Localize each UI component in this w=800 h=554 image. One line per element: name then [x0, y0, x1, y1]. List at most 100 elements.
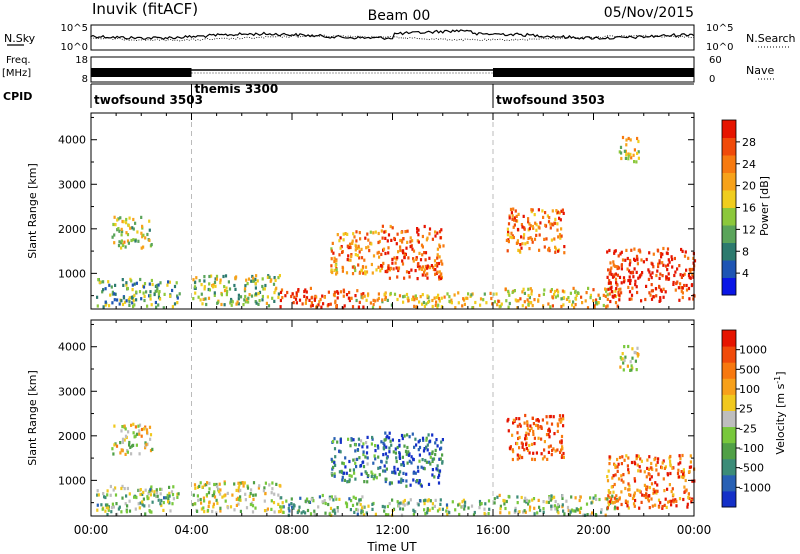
echo-cell: [229, 299, 232, 303]
echo-cell: [488, 507, 491, 511]
echo-cell: [620, 502, 623, 507]
echo-cell: [245, 506, 249, 510]
echo-cell: [407, 299, 410, 303]
echo-cell: [264, 283, 267, 288]
echo-cell: [521, 225, 524, 229]
echo-cell: [143, 504, 146, 508]
echo-cell: [378, 239, 381, 244]
echo-cell: [96, 493, 99, 497]
echo-cell: [376, 298, 379, 302]
echo-cell: [384, 236, 387, 240]
echo-cell: [144, 488, 147, 492]
echo-cell: [220, 293, 223, 297]
echo-cell: [551, 448, 554, 453]
echo-cell: [504, 288, 507, 292]
y-tick-label: 3000: [58, 178, 86, 191]
echo-cell: [272, 501, 276, 505]
echo-cell: [268, 275, 271, 279]
echo-cell: [288, 503, 291, 507]
y-tick-label: 4000: [58, 134, 86, 147]
echo-cell: [247, 277, 251, 281]
echo-cell: [382, 469, 385, 473]
echo-cell: [589, 496, 592, 500]
echo-cell: [527, 448, 530, 452]
echo-cell: [531, 224, 534, 229]
echo-cell: [516, 442, 519, 446]
echo-cell: [330, 249, 333, 253]
echo-cell: [377, 292, 380, 296]
echo-cell: [635, 160, 638, 164]
echo-cell: [605, 289, 608, 293]
echo-cell: [368, 249, 371, 253]
echo-cell: [414, 294, 417, 298]
echo-cell: [324, 501, 327, 506]
echo-cell: [341, 461, 344, 465]
echo-cell: [609, 268, 612, 272]
colorbar-swatch: [722, 330, 736, 347]
echo-cell: [386, 434, 389, 438]
echo-cell: [561, 414, 565, 418]
echo-cell: [239, 295, 243, 299]
echo-cell: [114, 493, 118, 497]
echo-cell: [612, 260, 615, 264]
echo-cell: [309, 286, 312, 290]
echo-cell: [310, 296, 313, 300]
echo-cell: [141, 224, 144, 228]
echo-cell: [662, 263, 665, 267]
echo-cell: [131, 283, 134, 287]
echo-cell: [275, 482, 278, 486]
echo-cell: [131, 226, 134, 230]
echo-cell: [386, 269, 389, 273]
echo-cell: [401, 259, 404, 263]
echo-cell: [648, 473, 651, 477]
echo-cell: [613, 273, 616, 277]
echo-cell: [399, 245, 402, 249]
echo-cell: [106, 513, 109, 517]
echo-cell: [194, 280, 197, 284]
x-tick-label: 00:00: [677, 523, 712, 537]
echo-cell: [121, 437, 125, 441]
echo-cell: [589, 296, 592, 300]
echo-cell: [138, 432, 141, 436]
echo-cell: [561, 505, 564, 509]
echo-cell: [405, 452, 408, 456]
echo-cell: [681, 249, 684, 253]
echo-cell: [235, 275, 238, 279]
echo-cell: [620, 250, 623, 254]
echo-cell: [339, 290, 343, 294]
echo-cell: [403, 254, 406, 258]
echo-cell: [380, 266, 383, 270]
echo-cell: [512, 235, 515, 240]
echo-cell: [550, 507, 553, 511]
echo-cell: [628, 493, 631, 497]
echo-cell: [661, 505, 664, 509]
echo-cell: [268, 483, 271, 487]
echo-cell: [374, 444, 377, 448]
echo-cell: [162, 508, 165, 512]
echo-cell: [157, 292, 160, 296]
echo-cell: [493, 497, 496, 501]
echo-cell: [330, 264, 333, 268]
echo-cell: [638, 506, 641, 510]
echo-cell: [231, 300, 234, 304]
echo-cell: [355, 239, 358, 243]
echo-cell: [119, 216, 122, 220]
echo-cell: [538, 233, 541, 237]
echo-cell: [162, 501, 165, 505]
echo-cell: [120, 241, 123, 245]
echo-cell: [150, 278, 153, 283]
echo-cell: [627, 488, 630, 492]
echo-cell: [135, 495, 138, 500]
echo-cell: [679, 273, 682, 277]
echo-cell: [141, 235, 144, 239]
echo-cell: [377, 466, 380, 470]
echo-cell: [203, 510, 206, 514]
echo-cell: [401, 455, 404, 459]
echo-cell: [635, 254, 639, 258]
echo-cell: [419, 258, 423, 262]
echo-cell: [212, 285, 215, 289]
echo-cell: [364, 270, 367, 274]
echo-cell: [479, 303, 482, 307]
echo-cell: [673, 273, 676, 278]
echo-cell: [309, 512, 313, 516]
